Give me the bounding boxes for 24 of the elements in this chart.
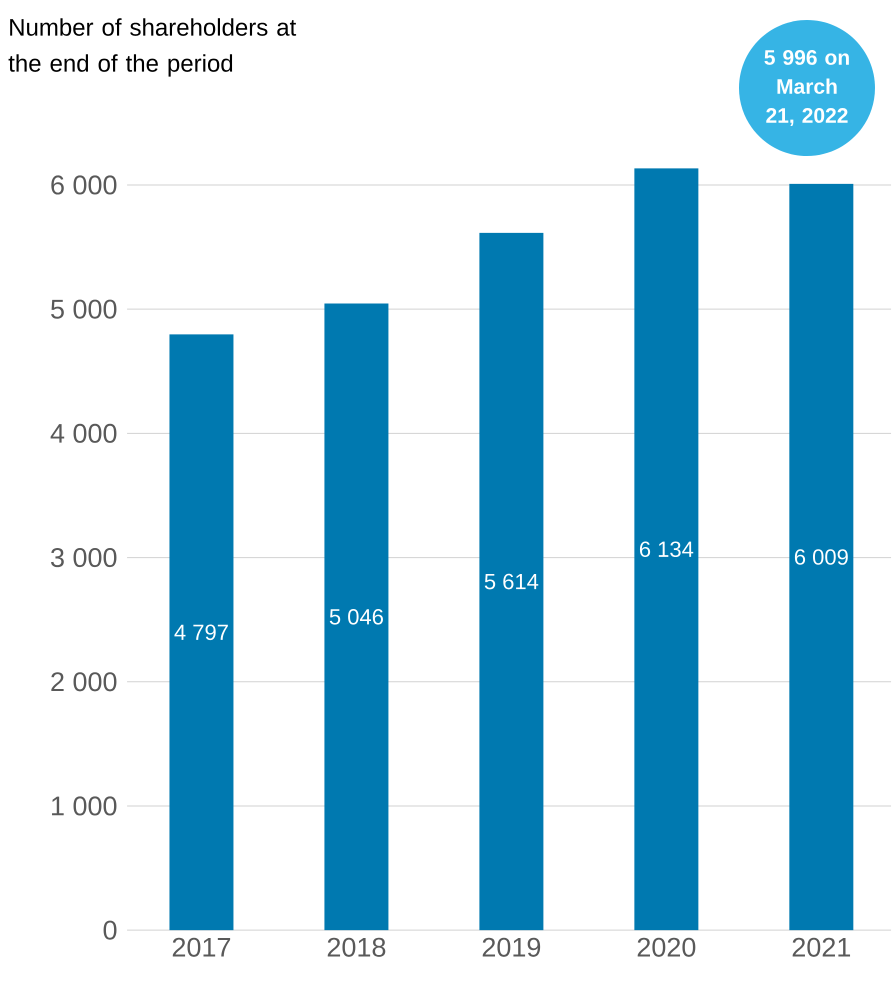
bar [324,303,388,930]
x-tick-label: 2018 [328,938,386,957]
bar [479,232,544,930]
data-label: 4 797 [174,624,228,640]
y-tick-label: 0 [104,920,116,940]
y-tick-label: 3 000 [51,548,116,568]
text: 5 996 on March 21, 2022 [764,50,849,126]
y-tick-label: 6 000 [51,175,116,195]
bar [634,168,698,930]
data-label: 6 134 [640,541,694,558]
x-tick-label: 2021 [792,938,850,957]
y-tick-label: 1 000 [52,796,116,816]
bar [169,334,234,930]
y-tick-label: 2 000 [51,672,116,692]
chart-title: Number of shareholders at the end of the period [8,18,296,77]
y-tick-label: 4 000 [50,424,116,443]
data-label: 5 046 [330,609,383,625]
x-tick-label: 2020 [638,938,696,957]
data-label: 6 009 [794,549,848,565]
bar [789,184,854,930]
data-label: 5 614 [484,574,538,590]
x-tick-label: 2017 [172,938,230,957]
y-tick-label: 5 000 [51,300,116,319]
x-tick-label: 2019 [482,938,540,957]
